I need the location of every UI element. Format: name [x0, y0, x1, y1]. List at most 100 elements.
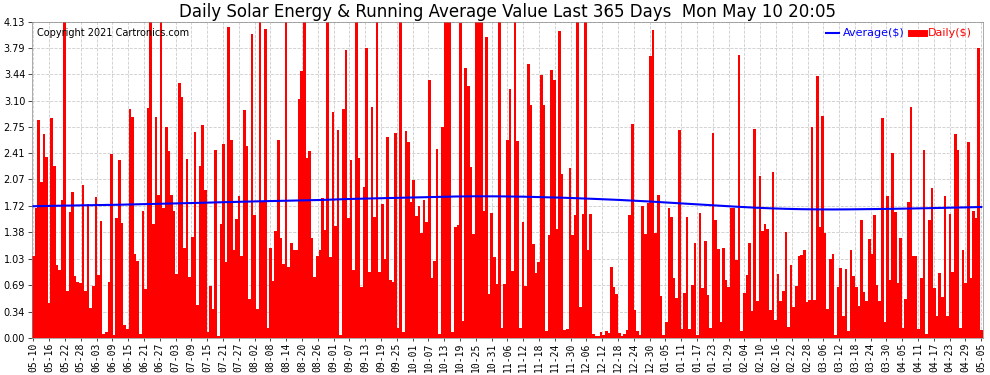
Bar: [860, 220, 863, 338]
Bar: [282, 264, 285, 338]
Bar: [568, 168, 571, 338]
Bar: [490, 213, 493, 338]
Bar: [558, 31, 560, 338]
Bar: [178, 82, 180, 338]
Bar: [397, 328, 399, 338]
Bar: [870, 254, 873, 338]
Bar: [852, 276, 855, 338]
Bar: [574, 215, 576, 338]
Bar: [940, 297, 943, 338]
Bar: [188, 277, 191, 338]
Bar: [902, 327, 905, 338]
Bar: [183, 248, 186, 338]
Bar: [71, 192, 74, 338]
Bar: [579, 308, 581, 338]
Bar: [613, 287, 616, 338]
Bar: [743, 293, 745, 338]
Bar: [779, 301, 782, 338]
Bar: [340, 334, 342, 338]
Bar: [793, 308, 795, 338]
Bar: [472, 234, 475, 338]
Bar: [459, 22, 461, 338]
Bar: [220, 224, 222, 338]
Bar: [782, 291, 785, 338]
Bar: [654, 232, 657, 338]
Bar: [360, 287, 363, 338]
Bar: [493, 257, 496, 338]
Bar: [589, 214, 592, 338]
Bar: [410, 202, 412, 338]
Bar: [525, 286, 527, 338]
Bar: [758, 176, 761, 338]
Bar: [84, 291, 87, 338]
Bar: [936, 316, 939, 338]
Bar: [881, 118, 884, 338]
Bar: [540, 75, 543, 338]
Bar: [865, 301, 868, 338]
Bar: [918, 328, 920, 338]
Bar: [253, 215, 256, 338]
Bar: [857, 306, 860, 338]
Bar: [863, 292, 865, 338]
Bar: [428, 80, 431, 338]
Bar: [58, 270, 60, 338]
Bar: [800, 255, 803, 338]
Bar: [66, 291, 68, 338]
Bar: [798, 256, 800, 338]
Bar: [844, 269, 847, 338]
Bar: [939, 273, 940, 338]
Bar: [236, 219, 238, 338]
Bar: [642, 206, 644, 338]
Bar: [38, 120, 40, 338]
Bar: [145, 289, 147, 338]
Bar: [126, 329, 129, 338]
Legend: Average($), Daily($): Average($), Daily($): [822, 24, 976, 43]
Bar: [124, 325, 126, 338]
Bar: [961, 250, 964, 338]
Bar: [907, 202, 910, 338]
Bar: [923, 150, 926, 338]
Bar: [868, 239, 870, 338]
Bar: [230, 140, 233, 338]
Bar: [522, 222, 525, 338]
Bar: [886, 196, 889, 338]
Bar: [95, 197, 97, 338]
Bar: [926, 334, 928, 338]
Bar: [279, 238, 282, 338]
Bar: [566, 329, 568, 338]
Bar: [87, 204, 89, 338]
Bar: [321, 198, 324, 338]
Bar: [790, 265, 793, 338]
Bar: [147, 108, 149, 338]
Bar: [475, 22, 477, 338]
Bar: [451, 332, 454, 338]
Bar: [738, 55, 741, 338]
Bar: [496, 284, 498, 338]
Bar: [157, 195, 159, 338]
Bar: [977, 48, 980, 338]
Bar: [79, 283, 81, 338]
Bar: [878, 302, 881, 338]
Bar: [553, 80, 555, 338]
Bar: [373, 217, 376, 338]
Bar: [897, 282, 899, 338]
Bar: [381, 204, 384, 338]
Bar: [629, 215, 631, 338]
Bar: [139, 334, 142, 338]
Bar: [600, 332, 602, 338]
Bar: [250, 34, 253, 338]
Bar: [212, 309, 215, 338]
Bar: [704, 241, 707, 338]
Bar: [258, 22, 261, 338]
Bar: [201, 125, 204, 338]
Bar: [980, 330, 983, 338]
Bar: [345, 50, 347, 338]
Bar: [785, 232, 787, 338]
Bar: [332, 112, 335, 338]
Bar: [370, 107, 373, 338]
Bar: [667, 209, 670, 338]
Bar: [547, 235, 550, 338]
Bar: [832, 254, 835, 338]
Bar: [74, 276, 76, 338]
Bar: [889, 280, 891, 338]
